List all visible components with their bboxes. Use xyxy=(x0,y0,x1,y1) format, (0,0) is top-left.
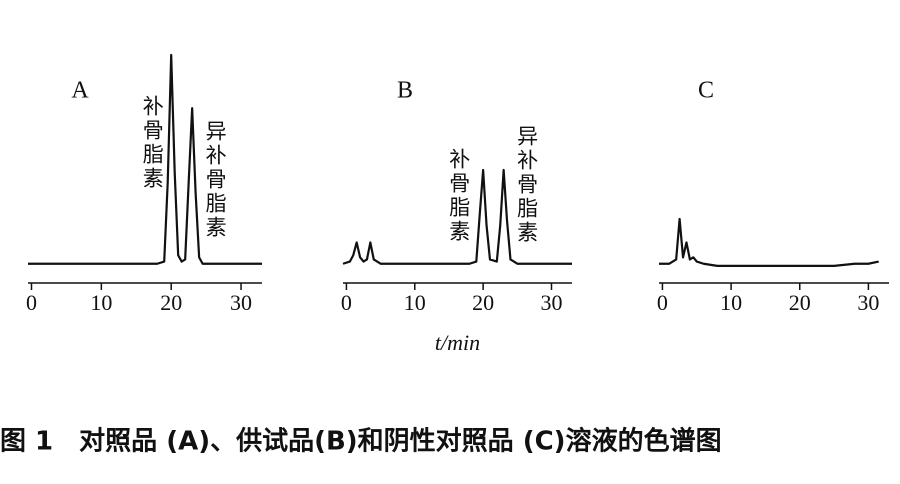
panel-title: B xyxy=(397,78,413,104)
x-tick-label: 0 xyxy=(657,290,668,315)
panel-title: A xyxy=(71,78,89,104)
x-axis-label: t/min xyxy=(435,330,480,355)
peak-label: 补骨脂素 xyxy=(140,95,164,191)
x-tick-label: 20 xyxy=(160,290,182,315)
x-tick-label: 10 xyxy=(720,290,742,315)
peak-label: 异补骨脂素 xyxy=(515,125,539,245)
trace xyxy=(659,217,879,267)
x-tick-label: 20 xyxy=(472,290,494,315)
caption: 图 1 对照品 (A)、供试品(B)和阴性对照品 (C)溶液的色谱图 xyxy=(0,426,722,457)
x-tick-label: 30 xyxy=(540,290,562,315)
x-tick-label: 10 xyxy=(404,290,426,315)
x-tick-label: 30 xyxy=(230,290,252,315)
x-tick-label: 20 xyxy=(789,290,811,315)
peak-label: 异补骨脂素 xyxy=(203,120,227,240)
trace xyxy=(28,53,262,265)
panel-title: C xyxy=(698,78,714,104)
peak-label: 补骨脂素 xyxy=(447,148,471,244)
x-tick-label: 10 xyxy=(90,290,112,315)
x-tick-label: 30 xyxy=(857,290,879,315)
x-tick-label: 0 xyxy=(341,290,352,315)
trace xyxy=(342,168,572,265)
x-tick-label: 0 xyxy=(26,290,37,315)
